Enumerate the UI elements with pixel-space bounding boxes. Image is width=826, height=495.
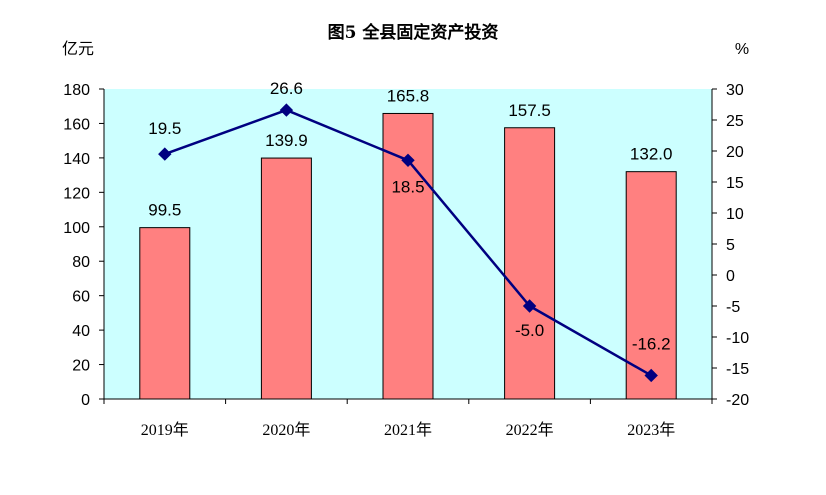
line-data-label: 19.5 <box>148 119 181 138</box>
right-tick-label: 15 <box>726 175 744 192</box>
bar-data-label: 165.8 <box>387 86 430 105</box>
left-tick-label: 20 <box>72 358 90 375</box>
bar <box>139 227 191 400</box>
left-tick-label: 140 <box>63 151 90 168</box>
line-data-label: -16.2 <box>632 334 671 353</box>
line-data-label: 26.6 <box>270 79 303 98</box>
line-point <box>401 153 415 168</box>
right-tick-label: -15 <box>726 361 749 378</box>
bar-data-label: 99.5 <box>148 201 181 220</box>
x-tick-label: 2022年 <box>506 421 554 439</box>
left-tick-label: 100 <box>63 220 90 237</box>
line-point <box>522 299 537 313</box>
right-tick-label: 30 <box>726 82 744 99</box>
left-tick-label: 60 <box>72 289 90 306</box>
right-tick-label: 10 <box>726 206 744 223</box>
left-tick-label: 160 <box>63 116 90 133</box>
left-tick-label: 80 <box>72 254 90 271</box>
bar <box>504 127 556 400</box>
line-data-label: -5.0 <box>515 321 544 340</box>
left-axis-unit: 亿元 <box>62 40 94 58</box>
bar-data-label: 157.5 <box>508 101 551 120</box>
right-tick-label: -5 <box>726 299 740 316</box>
bar <box>625 171 677 400</box>
right-tick-label: 20 <box>726 144 744 161</box>
right-tick-label: 0 <box>726 268 735 285</box>
x-tick-label: 2021年 <box>384 421 432 439</box>
chart-title: 图5 全县固定资产投资 <box>328 22 499 43</box>
right-tick-label: -20 <box>726 392 749 409</box>
line-point <box>644 368 658 383</box>
bar-data-label: 139.9 <box>265 131 308 150</box>
line-data-label: 18.5 <box>391 177 424 196</box>
right-tick-label: -10 <box>726 330 749 347</box>
bar-data-label: 132.0 <box>630 145 673 164</box>
line-point <box>158 147 172 161</box>
left-tick-label: 120 <box>63 185 90 202</box>
x-tick-label: 2020年 <box>262 421 310 439</box>
right-tick-label: 25 <box>726 113 744 130</box>
x-tick-label: 2023年 <box>627 421 675 439</box>
left-tick-label: 180 <box>63 82 90 99</box>
left-tick-label: 0 <box>81 392 90 409</box>
bar <box>260 157 312 400</box>
x-tick-label: 2019年 <box>141 421 189 439</box>
right-tick-label: 5 <box>726 237 735 254</box>
right-axis-unit: % <box>735 41 749 58</box>
left-tick-label: 40 <box>72 323 90 340</box>
line-point <box>279 103 294 117</box>
